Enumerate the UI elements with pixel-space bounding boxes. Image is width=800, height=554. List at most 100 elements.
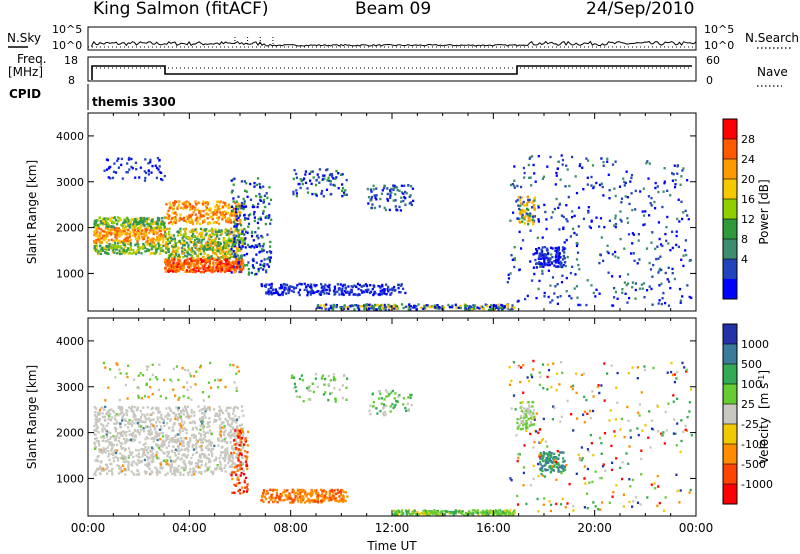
velocity-cell [168,441,171,444]
power-cell [249,213,252,216]
velocity-cell [202,420,205,423]
power-cell [190,241,193,244]
power-cell [137,237,140,240]
power-cell [168,201,171,205]
power-cell [241,232,244,235]
power-cell [176,250,179,253]
velocity-cell [185,410,188,413]
velocity-cell [120,447,123,450]
power-cell [527,163,530,167]
power-cell [551,276,555,279]
power-cell [187,204,190,207]
velocity-cell [139,418,142,421]
power-cell [216,230,219,234]
power-cell [167,217,170,220]
velocity-cell [106,435,109,438]
power-cell [468,308,471,311]
velocity-cell [277,495,280,498]
power-cell [209,207,212,210]
power-cell [474,307,477,311]
velocity-cell [138,433,141,436]
velocity-cell [240,438,243,441]
power-cell [551,247,554,250]
power-cell [371,287,374,291]
power-cell [381,285,384,288]
power-cell [172,261,175,264]
velocity-cell [97,431,100,434]
velocity-cell [331,496,334,499]
power-cell [399,209,402,212]
velocity-cell [119,434,122,437]
velocity-cell [234,484,238,487]
power-cell [230,231,233,234]
power-cell [224,255,227,259]
power-cell [518,207,521,211]
power-cell [535,251,538,255]
velocity-cell [131,405,134,408]
power-cell [403,184,406,187]
power-cell [171,222,174,226]
velocity-cell [194,470,197,473]
velocity-cell [211,452,214,455]
power-cell [194,264,197,267]
velocity-cell [144,453,147,456]
velocity-cell [124,441,127,445]
power-cell [97,251,100,254]
power-cell [118,241,121,245]
power-cell [235,214,238,218]
power-cell [193,242,196,245]
power-cell [228,257,231,260]
power-cell [627,282,630,285]
power-cell [94,224,97,227]
velocity-cell [191,443,194,447]
velocity-cell [209,429,212,432]
power-cell [120,240,123,244]
power-cell [168,214,171,218]
power-cell [521,239,525,242]
power-cell [262,209,265,213]
power-cell [568,184,571,188]
power-cell [389,293,392,296]
power-cell [555,197,558,201]
velocity-cell [93,443,97,446]
power-cell [221,206,224,209]
velocity-cell [282,499,285,502]
power-cell [626,221,630,224]
velocity-cell [122,446,125,450]
velocity-cell [288,492,291,495]
power-cell [636,262,639,265]
velocity-cell [113,438,116,442]
power-cell [199,270,202,274]
power-cell [116,159,119,163]
velocity-cell [183,459,186,463]
power-cell [178,200,181,203]
power-cell [408,195,411,198]
power-cell [543,291,546,295]
velocity-cell [340,488,343,492]
power-cell [265,270,268,274]
power-cell [648,162,651,165]
power-cell [489,304,493,307]
power-cell [184,258,187,262]
velocity-cell [132,415,135,418]
power-cell [196,222,199,225]
power-cell [325,292,329,295]
power-cell [214,244,217,247]
power-cell [114,241,117,245]
velocity-cell [175,441,178,444]
power-cell [262,198,265,202]
power-cell [581,166,584,169]
power-cell [531,215,535,218]
power-cell [351,285,355,289]
velocity-cell [184,465,187,468]
power-cell [173,212,176,215]
velocity-cell [200,449,203,452]
power-cell [110,216,114,219]
velocity-cell [151,460,154,464]
power-cell [216,211,219,214]
velocity-cell [243,473,246,476]
velocity-cell [166,450,169,454]
power-cell [394,205,397,208]
power-cell [208,258,211,261]
velocity-cell [311,500,314,503]
